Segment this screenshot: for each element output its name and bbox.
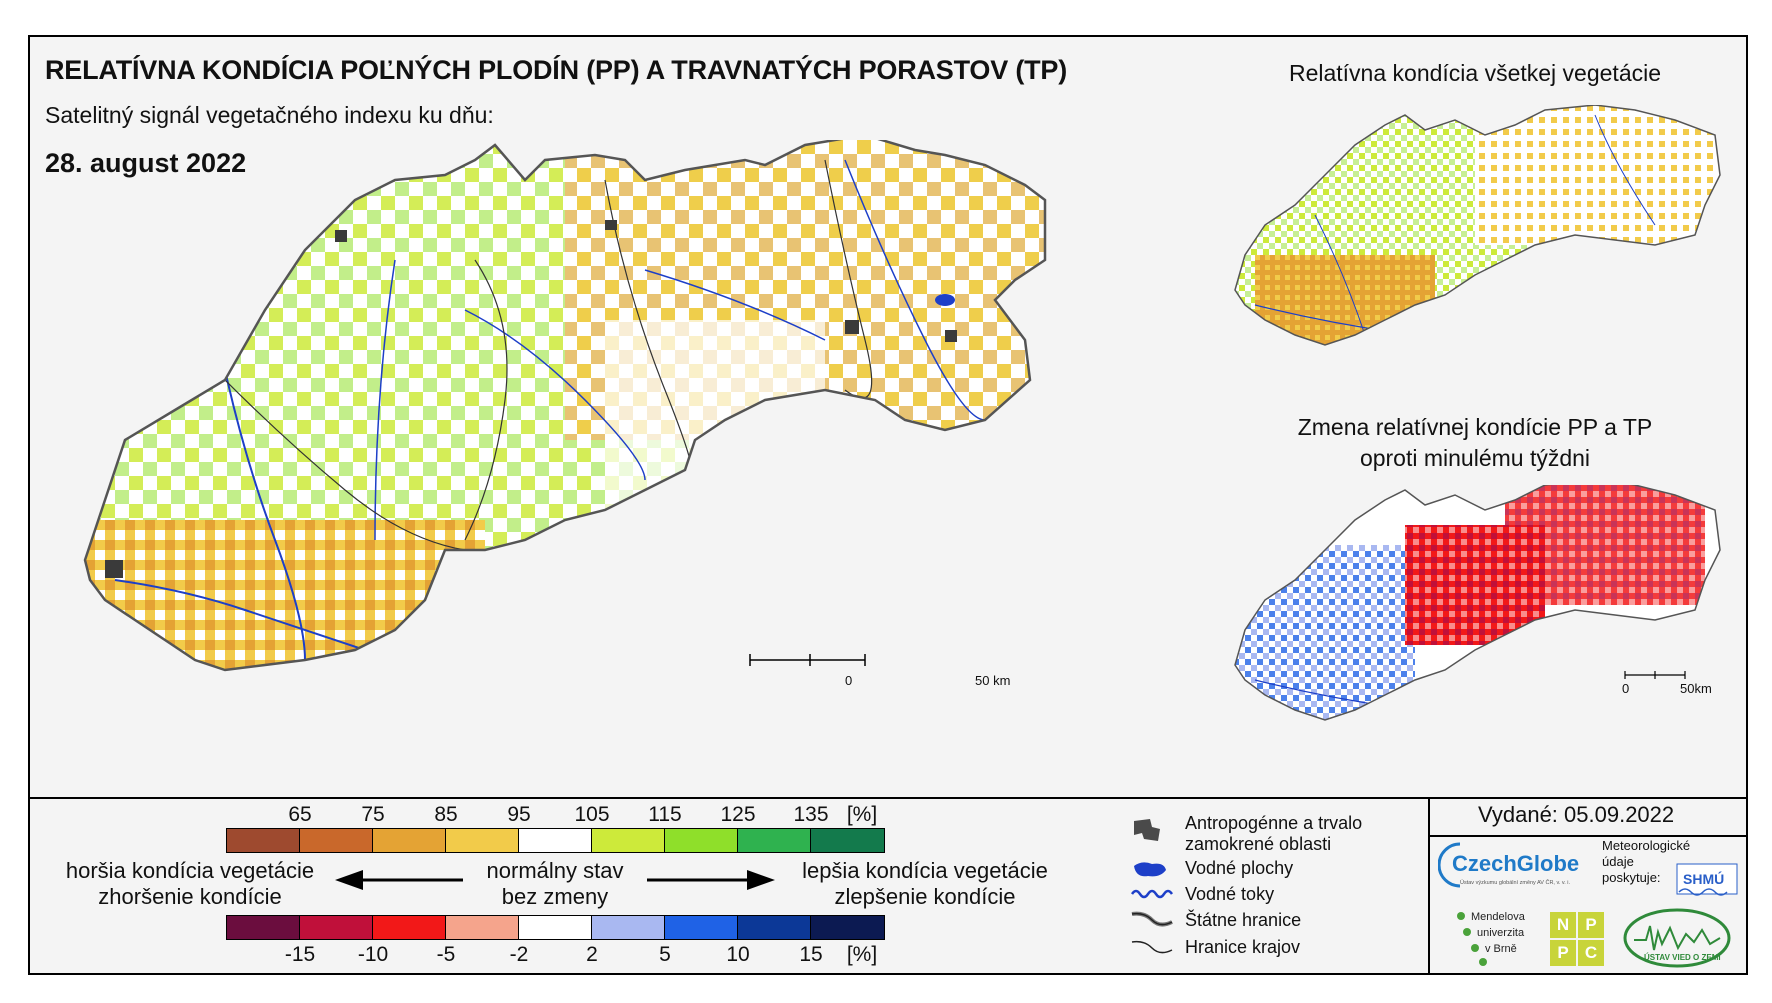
inset-bottom-title-line2: oproti minulému týždni	[1359, 445, 1591, 471]
change-swatch-4	[519, 916, 592, 939]
condition-swatch-5	[592, 829, 665, 852]
inset-bottom-title-line1: Zmena relatívnej kondície PP a TP	[1297, 414, 1653, 440]
river-icon	[1130, 889, 1174, 899]
change-swatch-8	[811, 916, 884, 939]
arrow-right-icon	[647, 870, 775, 890]
condition-tick: 85	[434, 803, 458, 826]
condition-tick: 95	[507, 803, 531, 826]
condition-unit: [%]	[846, 803, 878, 826]
svg-text:v Brně: v Brně	[1485, 943, 1517, 955]
change-tick: -10	[357, 943, 389, 966]
change-swatch-0	[227, 916, 300, 939]
date-label: 28. august 2022	[45, 148, 247, 178]
change-tick: -15	[284, 943, 316, 966]
inset-change-map	[1234, 485, 1721, 721]
condition-swatch-8	[811, 829, 884, 852]
change-tick: -5	[436, 943, 456, 966]
main-scale-bar	[749, 654, 866, 666]
normal-label: normálny stav bez zmeny	[486, 858, 624, 909]
change-tick: 10	[726, 943, 750, 966]
condition-tick: 135	[793, 803, 829, 826]
main-scale-end: 50 km	[975, 673, 1011, 688]
region-border-icon	[1131, 940, 1173, 954]
condition-swatch-4	[519, 829, 592, 852]
change-swatch-7	[738, 916, 811, 939]
better-label: lepšia kondícia vegetácie zlepšenie kond…	[802, 858, 1048, 909]
change-swatch-2	[373, 916, 446, 939]
change-tick: 5	[659, 943, 671, 966]
czechglobe-logo: CzechGlobe Ústav výzkumu globální změny …	[1438, 842, 1579, 888]
legend-divider-vertical	[1428, 797, 1430, 975]
water-body-icon	[1134, 862, 1166, 877]
change-tick: 15	[799, 943, 823, 966]
page-title: RELATÍVNA KONDÍCIA POĽNÝCH PLODÍN (PP) A…	[45, 55, 1068, 85]
inset-top-title: Relatívna kondícia všetkej vegetácie	[1288, 60, 1662, 86]
condition-color-scale	[226, 828, 885, 853]
condition-tick: 75	[361, 803, 385, 826]
mendel-logo: Mendelova univerzita v Brně	[1457, 911, 1526, 966]
change-swatch-6	[665, 916, 738, 939]
svg-text:Mendelova: Mendelova	[1471, 911, 1526, 923]
legend-state-border: Štátne hranice	[1185, 910, 1302, 930]
state-border-icon	[1131, 911, 1173, 927]
issued-divider	[1428, 835, 1748, 837]
svg-text:univerzita: univerzita	[1477, 927, 1525, 939]
change-swatch-5	[592, 916, 665, 939]
condition-swatch-3	[446, 829, 519, 852]
condition-swatch-7	[738, 829, 811, 852]
condition-tick: 115	[648, 803, 682, 826]
main-scale-start: 0	[845, 673, 853, 688]
condition-tick: 125	[720, 803, 756, 826]
svg-text:SHMÚ: SHMÚ	[1683, 870, 1724, 887]
legend-water-bodies: Vodné plochy	[1185, 858, 1294, 878]
legend-region-border: Hranice krajov	[1185, 937, 1301, 957]
svg-text:CzechGlobe: CzechGlobe	[1452, 851, 1579, 876]
worse-label: horšia kondícia vegetácie zhoršenie kond…	[65, 858, 315, 909]
change-swatch-3	[446, 916, 519, 939]
inset-vegetation-map	[1234, 105, 1721, 346]
arrow-left-icon	[335, 870, 463, 890]
change-swatch-1	[300, 916, 373, 939]
condition-swatch-2	[373, 829, 446, 852]
anthropogenic-icon	[1134, 819, 1160, 841]
change-tick: 2	[586, 943, 598, 966]
uvz-logo: ÚSTAV VIED O ZEMI	[1623, 908, 1731, 968]
change-color-scale	[226, 915, 885, 940]
condition-swatch-6	[665, 829, 738, 852]
inset-scale-end: 50km	[1680, 681, 1712, 696]
legend-divider	[28, 797, 1748, 799]
change-unit: [%]	[846, 943, 878, 966]
condition-swatch-1	[300, 829, 373, 852]
condition-tick: 65	[288, 803, 312, 826]
svg-text:Ústav výzkumu globální změny A: Ústav výzkumu globální změny AV ČR, v. v…	[1460, 879, 1571, 886]
legend-rivers: Vodné toky	[1185, 884, 1275, 904]
condition-swatch-0	[227, 829, 300, 852]
main-condition-map	[83, 140, 1047, 672]
inset-scale-start: 0	[1622, 681, 1630, 696]
legend-anthropogenic: Antropogénne a trvalo zamokrené oblasti	[1185, 813, 1363, 854]
issued-date: Vydané: 05.09.2022	[1478, 802, 1675, 827]
shmu-logo: SHMÚ	[1676, 863, 1738, 896]
condition-tick: 105	[574, 803, 610, 826]
svg-text:ÚSTAV VIED O ZEMI: ÚSTAV VIED O ZEMI	[1644, 953, 1721, 962]
subtitle: Satelitný signál vegetačného indexu ku d…	[45, 102, 494, 128]
change-tick: -2	[509, 943, 529, 966]
meteo-credit: Meteorologické údaje poskytuje:	[1602, 838, 1691, 885]
nppc-logo: N P P C	[1550, 912, 1604, 966]
